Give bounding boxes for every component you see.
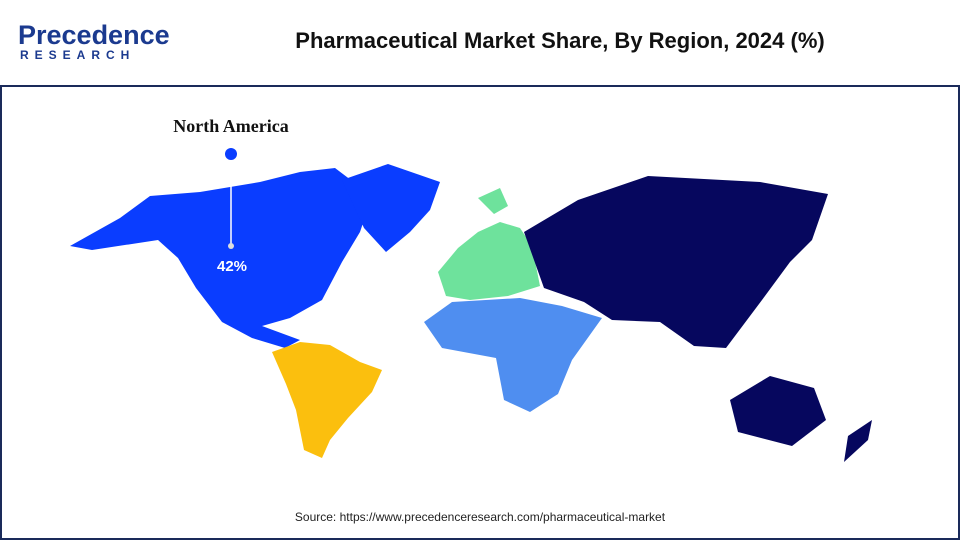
callout-region: North America bbox=[173, 116, 288, 136]
callout-value: 42% bbox=[217, 258, 247, 275]
new-zealand bbox=[844, 420, 872, 462]
continents bbox=[70, 164, 872, 462]
europe bbox=[438, 222, 540, 300]
source: Source: https://www.precedenceresearch.c… bbox=[295, 510, 666, 524]
map-frame bbox=[0, 85, 960, 540]
logo-name: Precedence bbox=[18, 20, 170, 50]
callout-anchor bbox=[228, 243, 234, 249]
scandinavia bbox=[478, 188, 508, 214]
africa bbox=[424, 298, 602, 412]
logo-tagline: RESEARCH bbox=[20, 48, 135, 62]
greenland bbox=[342, 164, 440, 252]
north-america bbox=[70, 168, 372, 348]
australia bbox=[730, 376, 826, 446]
callout-marker bbox=[225, 148, 237, 160]
asia bbox=[524, 176, 828, 348]
title: Pharmaceutical Market Share, By Region, … bbox=[295, 28, 824, 53]
south-america bbox=[272, 342, 382, 458]
callout: North America 42% bbox=[173, 116, 288, 275]
